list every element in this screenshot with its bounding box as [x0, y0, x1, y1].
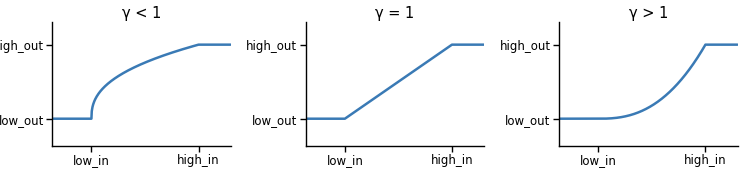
Title: γ = 1: γ = 1	[375, 6, 414, 21]
Title: γ < 1: γ < 1	[121, 6, 161, 21]
Title: γ > 1: γ > 1	[629, 6, 668, 21]
